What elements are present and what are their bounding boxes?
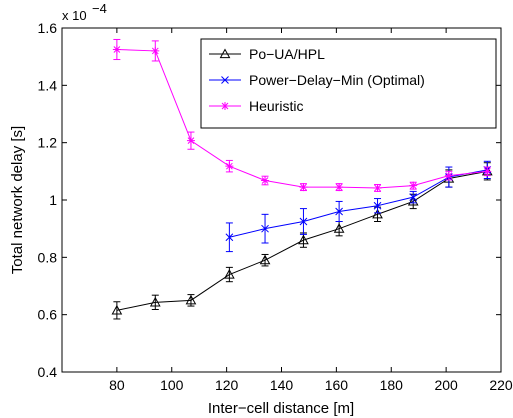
legend: Po−UA/HPL Power−Delay−Min (Optimal) Heuris… [200, 38, 497, 129]
x-tick-label: 120 [215, 377, 239, 393]
data-point [298, 234, 309, 245]
axis-tick-labels: 80 100 120 140 160 180 200 220 0.4 0.6 0.8 1 1.2 1.4 1… [38, 20, 513, 393]
series-line [229, 169, 488, 238]
data-point [225, 162, 234, 171]
data-point [259, 254, 271, 265]
y-axis-label: Total network delay [s] [9, 126, 26, 274]
legend-marker [221, 102, 229, 110]
y-multiplier-exponent: −4 [92, 1, 107, 16]
legend-entries: Po−UA/HPL Power−Delay−Min (Optimal) Heuris… [209, 46, 425, 114]
legend-marker [221, 76, 229, 84]
axis-ticks [62, 27, 502, 373]
data-point [149, 296, 161, 307]
x-tick-label: 100 [160, 377, 184, 393]
x-tick-label: 160 [325, 377, 349, 393]
y-tick-label: 0.6 [38, 307, 58, 323]
data-point [335, 207, 343, 216]
legend-label: Po−UA/HPL [249, 46, 325, 62]
legend-entry: Power−Delay−Min (Optimal) [209, 72, 425, 88]
data-point [151, 46, 160, 55]
x-tick-label: 80 [109, 377, 125, 393]
y-multiplier-label: x 10 [62, 8, 87, 23]
legend-marker [219, 48, 231, 59]
y-tick-label: 0.8 [38, 249, 58, 265]
data-point [335, 183, 344, 192]
data-point [261, 224, 269, 233]
data-point [333, 223, 345, 233]
data-point [409, 193, 418, 201]
data-point [299, 217, 308, 226]
series-0 [111, 162, 493, 320]
x-tick-label: 200 [434, 377, 458, 393]
data-point [261, 176, 270, 185]
data-point [112, 45, 121, 54]
series-layer [111, 38, 493, 320]
data-point [299, 183, 308, 192]
y-tick-label: 1.2 [38, 135, 58, 151]
x-tick-label: 180 [380, 377, 404, 393]
data-point [444, 171, 453, 180]
data-point [483, 167, 492, 176]
data-point [225, 233, 234, 242]
y-tick-label: 1 [49, 192, 57, 208]
y-tick-label: 1.4 [38, 77, 58, 93]
legend-label: Heuristic [249, 98, 303, 114]
data-point [373, 201, 382, 210]
legend-entry: Po−UA/HPL [209, 46, 325, 62]
series-2 [112, 38, 492, 192]
x-tick-label: 140 [270, 377, 294, 393]
y-tick-label: 1.6 [38, 20, 58, 36]
legend-entry: Heuristic [209, 98, 303, 114]
x-tick-label: 220 [489, 377, 513, 393]
x-axis-label: Inter−cell distance [m] [208, 400, 354, 417]
legend-label: Power−Delay−Min (Optimal) [249, 72, 425, 88]
data-point [407, 195, 419, 206]
data-point [185, 294, 197, 305]
legend-box [200, 38, 497, 129]
data-point [224, 269, 235, 279]
data-point [409, 181, 418, 190]
y-tick-label: 0.4 [38, 364, 58, 380]
data-point [111, 304, 123, 315]
data-point [186, 136, 195, 145]
data-point [373, 183, 382, 192]
data-point [372, 208, 383, 219]
